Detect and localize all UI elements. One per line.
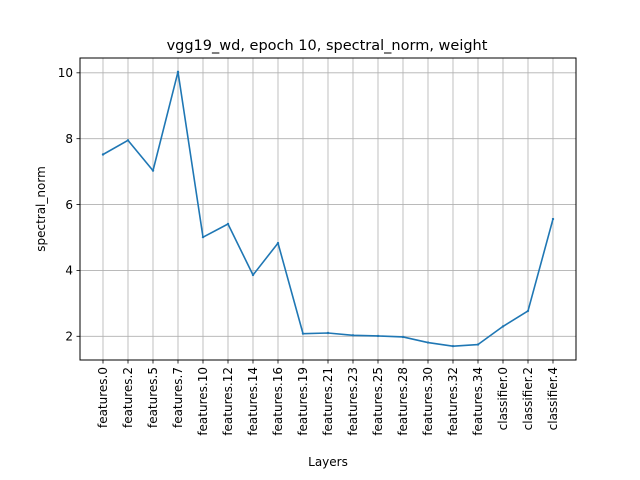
data-point [477,343,479,345]
data-point [377,335,379,337]
x-tick-label: features.19 [296,367,310,436]
x-axis-label: Layers [308,455,348,469]
data-point [152,169,154,171]
axes: features.0 features.2 features.5 features.7… [58,66,560,436]
data-point [202,236,204,238]
y-tick-label: 8 [65,132,73,146]
x-tick-label: classifier.2 [521,367,535,430]
data-point [352,334,354,336]
grid [80,58,576,360]
y-tick-label: 6 [65,198,73,212]
x-tick-label: features.23 [346,367,360,436]
data-point [502,325,504,327]
x-tick-label: classifier.4 [546,367,560,430]
data-point [402,336,404,338]
y-tick-label: 4 [65,264,73,278]
x-tick-label: classifier.0 [496,367,510,430]
x-tick-label: features.14 [246,367,260,436]
x-tick-label: features.16 [271,367,285,436]
data-point [277,242,279,244]
x-tick-label: features.21 [321,367,335,436]
data-point [102,153,104,155]
data-point [527,310,529,312]
data-point [452,345,454,347]
y-tick-label: 10 [58,66,73,80]
x-tick-label: features.7 [171,367,185,428]
data-point [302,332,304,334]
data-point [177,71,179,73]
x-tick-label: features.10 [196,367,210,436]
chart-title: vgg19_wd, epoch 10, spectral_norm, weigh… [167,38,488,54]
data-point [252,274,254,276]
data-point [552,218,554,220]
data-point [427,341,429,343]
x-tick-label: features.25 [371,367,385,436]
x-tick-label: features.0 [96,367,110,428]
y-axis-label: spectral_norm [34,166,48,252]
x-tick-label: features.5 [146,367,160,428]
x-tick-label: features.2 [121,367,135,428]
x-tick-label: features.28 [396,367,410,436]
x-tick-label: features.32 [446,367,460,436]
data-point [227,223,229,225]
x-tick-label: features.30 [421,367,435,436]
data-point [327,332,329,334]
x-tick-label: features.12 [221,367,235,436]
data-point [127,139,129,141]
y-tick-label: 2 [65,330,73,344]
x-tick-label: features.34 [471,367,485,436]
